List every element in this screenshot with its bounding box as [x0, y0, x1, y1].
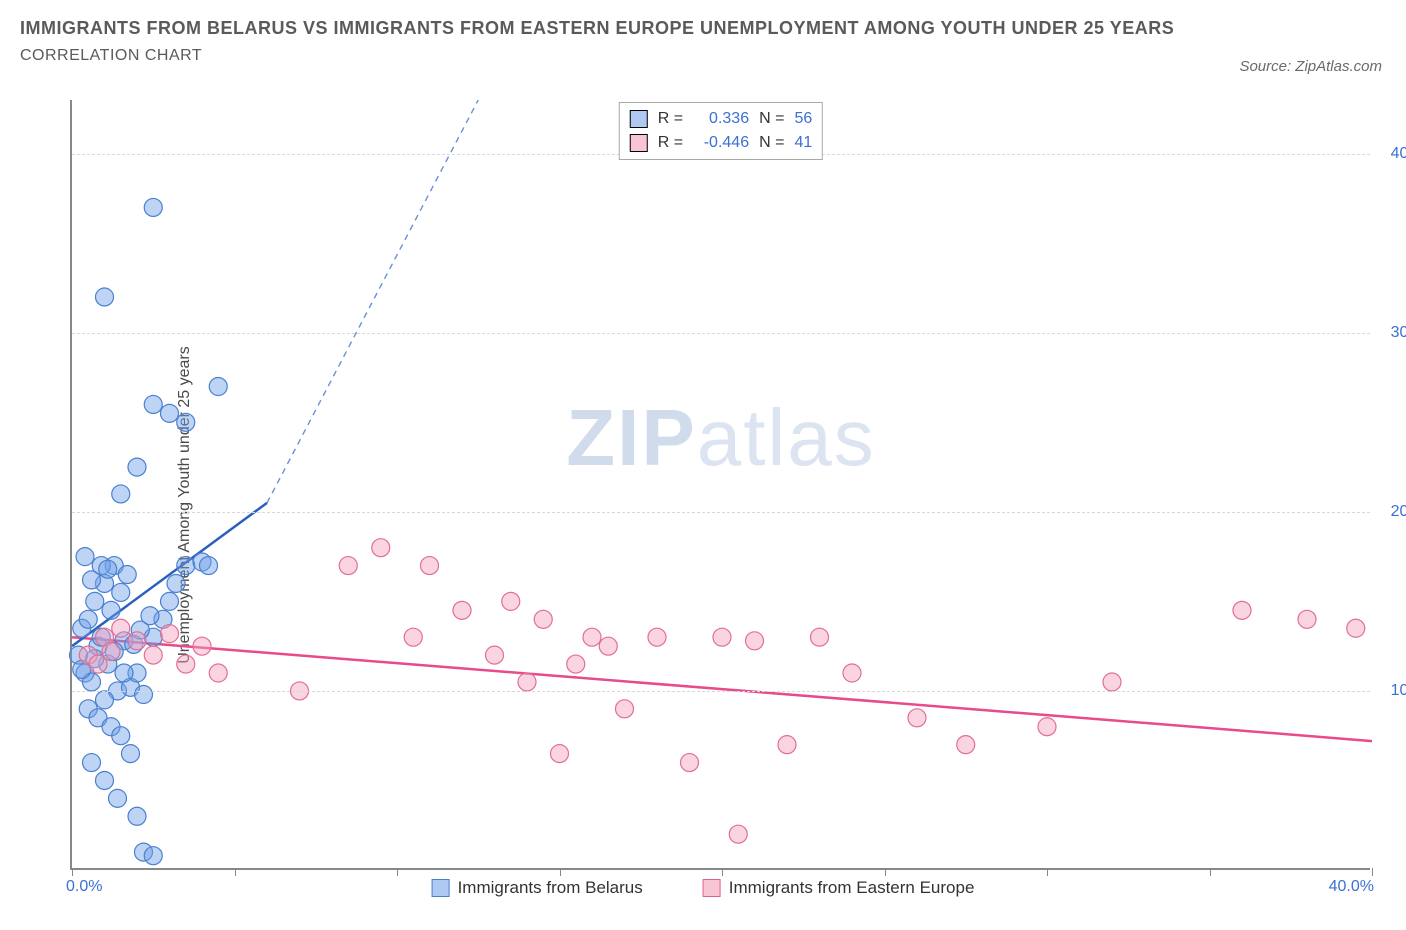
data-point [616, 700, 634, 718]
data-point [599, 637, 617, 655]
data-point [115, 664, 133, 682]
stats-row-series1: R = 0.336 N = 56 [630, 107, 812, 131]
data-point [1103, 673, 1121, 691]
data-point [551, 745, 569, 763]
data-point [567, 655, 585, 673]
data-point [534, 610, 552, 628]
data-point [161, 625, 179, 643]
data-point [122, 745, 140, 763]
legend-item-series2: Immigrants from Eastern Europe [703, 878, 975, 898]
correlation-stats-box: R = 0.336 N = 56 R = -0.446 N = 41 [619, 102, 823, 160]
data-point [128, 458, 146, 476]
data-point [811, 628, 829, 646]
data-point [404, 628, 422, 646]
data-point [144, 395, 162, 413]
data-point [502, 592, 520, 610]
data-point [1233, 601, 1251, 619]
data-point [128, 807, 146, 825]
data-point [908, 709, 926, 727]
stats-row-series2: R = -0.446 N = 41 [630, 131, 812, 155]
data-point [681, 754, 699, 772]
data-point [1347, 619, 1365, 637]
chart-container: Unemployment Among Youth under 25 years … [20, 100, 1386, 910]
y-tick-label: 10.0% [1391, 682, 1406, 700]
legend-bottom: Immigrants from Belarus Immigrants from … [432, 878, 975, 898]
data-point [112, 619, 130, 637]
data-point [209, 378, 227, 396]
data-point [141, 607, 159, 625]
x-axis-min-label: 0.0% [66, 878, 102, 896]
swatch-blue-icon [432, 879, 450, 897]
data-point [144, 646, 162, 664]
x-axis-max-label: 40.0% [1329, 878, 1374, 896]
data-point [118, 566, 136, 584]
data-point [648, 628, 666, 646]
legend-label: Immigrants from Eastern Europe [729, 878, 975, 898]
data-point [421, 557, 439, 575]
data-point [86, 592, 104, 610]
y-tick-label: 40.0% [1391, 145, 1406, 163]
data-point [109, 789, 127, 807]
data-point [1298, 610, 1316, 628]
chart-title-line1: IMMIGRANTS FROM BELARUS VS IMMIGRANTS FR… [20, 18, 1386, 39]
data-point [746, 632, 764, 650]
plot-area: ZIPatlas R = 0.336 N = 56 R = -0.446 N =… [70, 100, 1370, 870]
swatch-blue-icon [630, 110, 648, 128]
data-point [583, 628, 601, 646]
y-tick-label: 20.0% [1391, 503, 1406, 521]
data-point [372, 539, 390, 557]
data-point [729, 825, 747, 843]
data-point [453, 601, 471, 619]
data-point [843, 664, 861, 682]
data-point [209, 664, 227, 682]
chart-title-line2: CORRELATION CHART [20, 47, 1386, 65]
data-point [112, 727, 130, 745]
data-point [128, 632, 146, 650]
data-point [177, 557, 195, 575]
source-attribution: Source: ZipAtlas.com [1239, 58, 1382, 75]
data-point [778, 736, 796, 754]
data-point [193, 637, 211, 655]
data-point [144, 198, 162, 216]
data-point [167, 574, 185, 592]
data-point [96, 288, 114, 306]
data-point [112, 485, 130, 503]
data-point [177, 655, 195, 673]
data-point [102, 643, 120, 661]
y-tick-label: 30.0% [1391, 324, 1406, 342]
data-point [96, 691, 114, 709]
data-point [518, 673, 536, 691]
data-point [713, 628, 731, 646]
legend-item-series1: Immigrants from Belarus [432, 878, 643, 898]
data-point [135, 686, 153, 704]
scatter-svg [72, 100, 1370, 868]
data-point [957, 736, 975, 754]
data-point [200, 557, 218, 575]
data-point [144, 847, 162, 865]
data-point [486, 646, 504, 664]
swatch-pink-icon [703, 879, 721, 897]
data-point [339, 557, 357, 575]
data-point [112, 583, 130, 601]
data-point [96, 771, 114, 789]
data-point [161, 404, 179, 422]
data-point [161, 592, 179, 610]
data-point [177, 413, 195, 431]
data-point [76, 548, 94, 566]
data-point [102, 601, 120, 619]
swatch-pink-icon [630, 134, 648, 152]
legend-label: Immigrants from Belarus [458, 878, 643, 898]
data-point [99, 560, 117, 578]
data-point [79, 610, 97, 628]
data-point [83, 754, 101, 772]
data-point [1038, 718, 1056, 736]
